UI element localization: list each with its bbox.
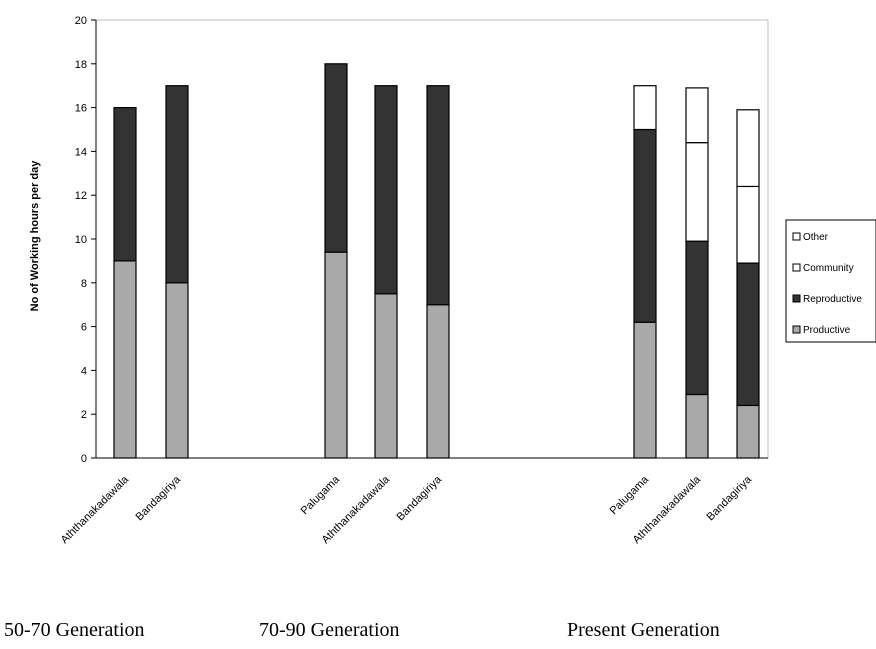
x-tick-label: Palugama [299, 473, 343, 517]
legend-swatch-reproductive [792, 294, 801, 303]
y-axis: 0 2 4 6 8 10 12 14 16 18 20 [75, 15, 97, 465]
y-tick-label: 4 [81, 365, 87, 377]
bar-productive-5 [633, 321, 657, 459]
bar-productive-1 [165, 282, 189, 459]
legend-swatch-other [792, 232, 801, 241]
legend-box [785, 219, 876, 343]
y-tick-label: 12 [75, 190, 87, 202]
y-tick-label: 16 [75, 103, 87, 115]
legend: Other Community Reproductive Productive [785, 219, 876, 343]
y-tick-label: 2 [81, 409, 87, 421]
bar-productive-4 [426, 304, 450, 459]
x-tick-label: Aththanakadawala [59, 473, 132, 546]
group-label-0: 50-70 Generation [4, 619, 145, 641]
y-tick-label: 6 [81, 322, 87, 334]
legend-swatch-community [792, 263, 801, 272]
bar-other-5 [633, 85, 657, 131]
x-tick-label: Bandagiriya [705, 473, 755, 523]
bar-productive-3 [374, 293, 398, 459]
legend-swatch-productive [792, 325, 801, 334]
legend-label-productive: Productive [803, 325, 851, 336]
bar-reproductive-4 [426, 85, 450, 306]
bar-reproductive-5 [633, 128, 657, 323]
bar-other-7 [736, 109, 760, 188]
bar-reproductive-2 [324, 63, 348, 253]
bar-productive-2 [324, 251, 348, 459]
x-tick-label: Bandagiriya [134, 473, 184, 523]
bar-reproductive-3 [374, 85, 398, 295]
legend-label-community: Community [803, 263, 854, 274]
y-tick-label: 0 [81, 453, 87, 465]
y-tick-label: 8 [81, 278, 87, 290]
bar-productive-6 [685, 393, 709, 459]
y-tick-label: 14 [75, 146, 87, 158]
bar-reproductive-0 [113, 106, 137, 262]
bar-productive-7 [736, 404, 760, 459]
bar-community-7 [736, 185, 760, 264]
legend-label-reproductive: Reproductive [803, 294, 862, 305]
x-tick-label: Bandagiriya [395, 473, 445, 523]
bar-reproductive-7 [736, 262, 760, 407]
bar-community-6 [685, 142, 709, 242]
category-labels: Aththanakadawala Bandagiriya PalugamaAthth… [59, 473, 755, 546]
group-labels: 50-70 Generation 70-90 Generation Present … [4, 619, 720, 641]
group-label-1: 70-90 Generation [259, 619, 400, 641]
y-tick-label: 20 [75, 15, 87, 27]
bar-reproductive-6 [685, 240, 709, 396]
y-tick-label: 18 [75, 59, 87, 71]
y-tick-label: 10 [75, 234, 87, 246]
legend-label-other: Other [803, 232, 829, 243]
bar-reproductive-1 [165, 85, 189, 284]
bar-productive-0 [113, 260, 137, 459]
bar-other-6 [685, 87, 709, 144]
x-tick-label: Palugama [608, 473, 652, 517]
bars [113, 63, 760, 459]
group-label-2: Present Generation [567, 619, 720, 641]
y-axis-title: No of Working hours per day [29, 160, 41, 312]
